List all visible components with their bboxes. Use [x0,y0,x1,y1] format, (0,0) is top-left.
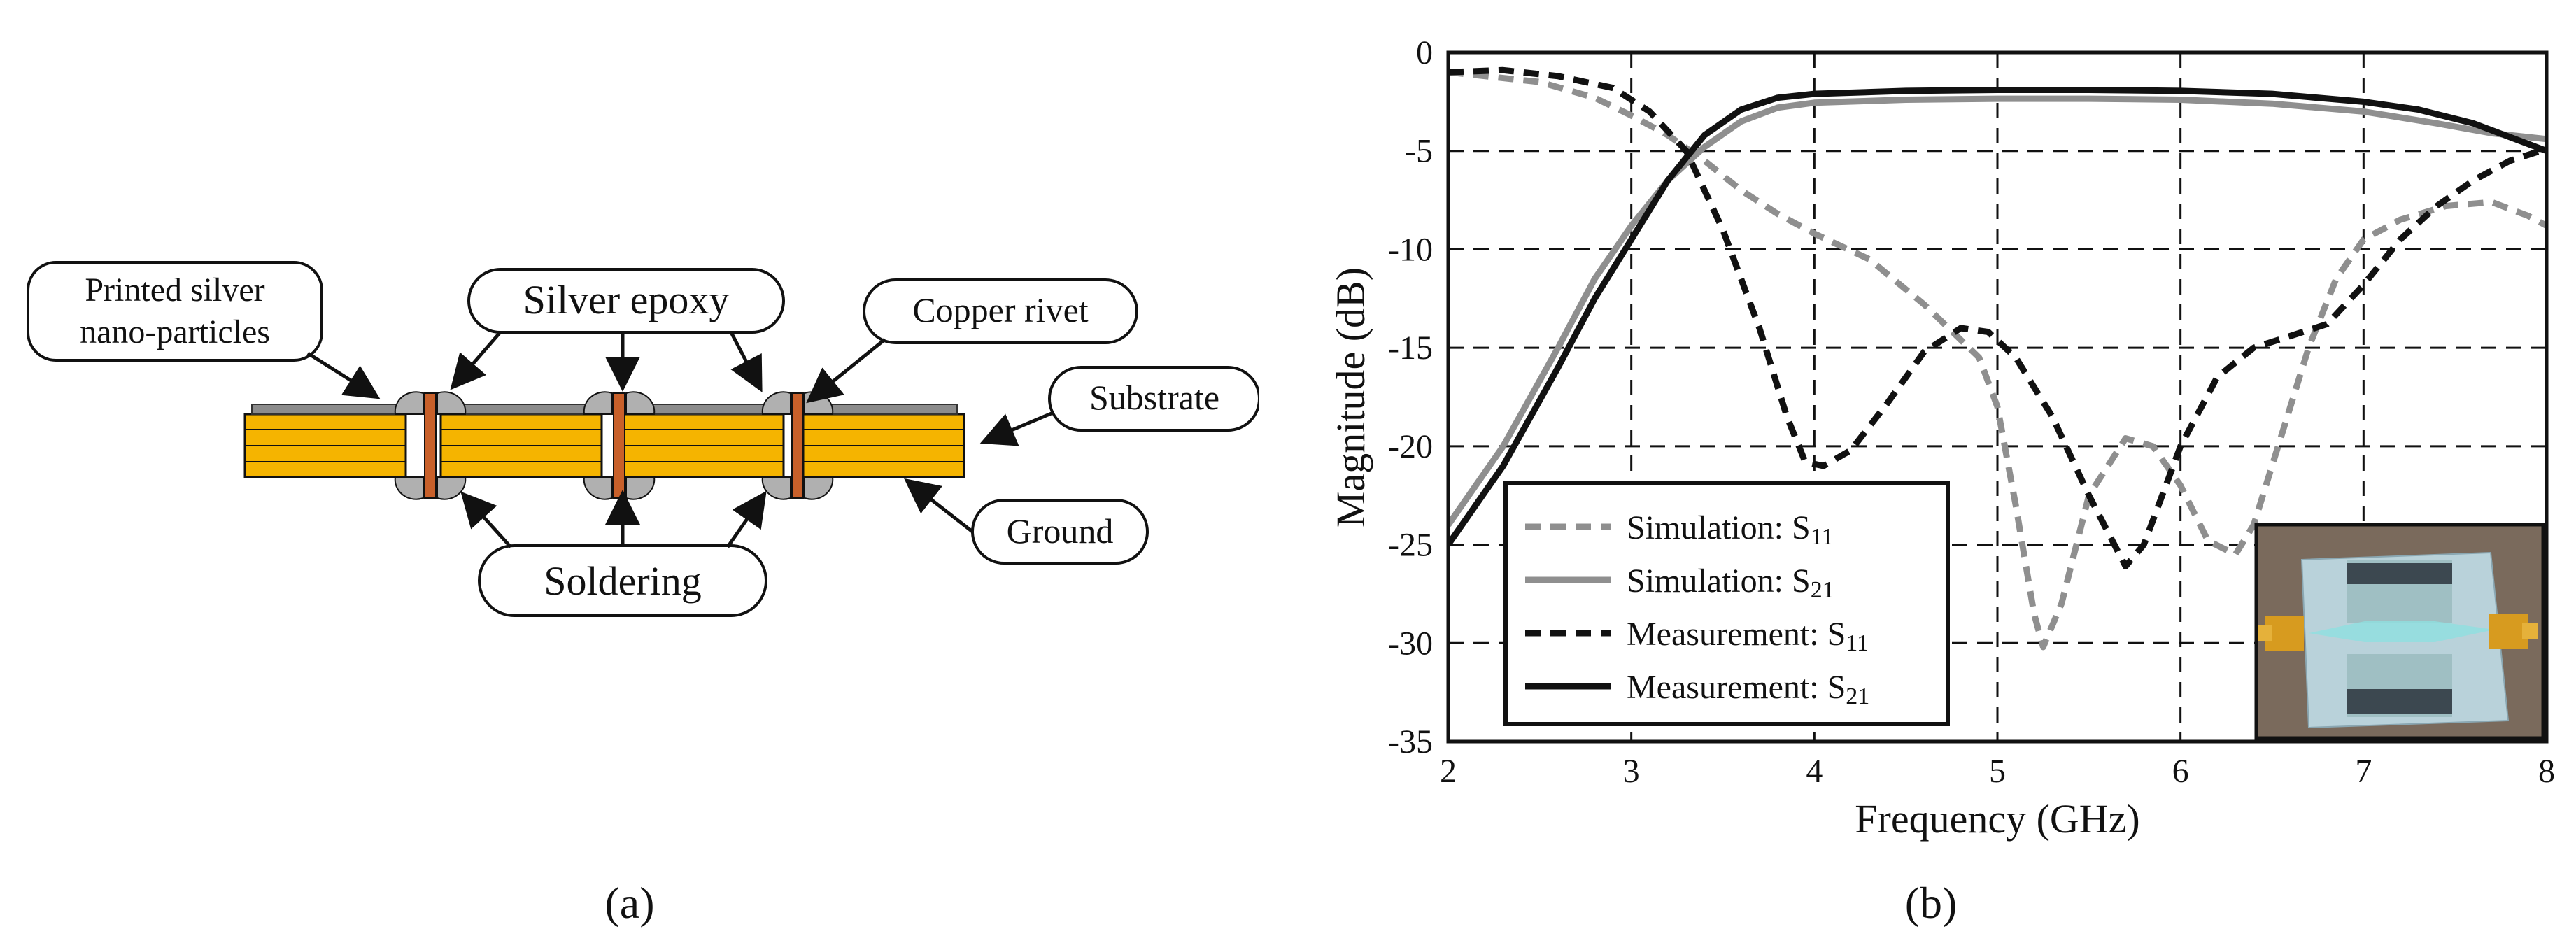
chart-legend: Simulation: S11 Simulation: S21 Measuremen… [1503,481,1950,726]
legend-entry: Simulation: S11 [1525,509,1833,550]
x-axis-label: Frequency (GHz) [1855,796,2139,842]
rivet-via [394,391,467,500]
x-tick-label: 4 [1806,753,1823,790]
y-tick-label: 0 [1416,34,1433,71]
substrate-block [439,404,603,478]
y-tick-label: -5 [1405,133,1433,170]
chart-series [1448,66,2547,651]
tick-labels: 2 3 4 5 6 7 8 0 -5 -10 -15 -20 -25 -30 -35 [1388,34,2555,790]
y-tick-label: -30 [1388,625,1433,662]
legend-entry: Measurement: S11 [1525,616,1869,656]
callout-printed-silver: Printed silver nano-particles [27,261,381,399]
substrate-block [621,404,785,478]
x-tick-label: 3 [1623,753,1640,790]
callout-copper-rivet: Copper rivet [806,278,1138,404]
legend-label: Simulation: S11 [1627,509,1833,550]
panel-b-caption: (b) [1905,878,1958,928]
y-tick-label: -15 [1388,329,1433,367]
legend-entry: Measurement: S21 [1525,669,1869,709]
substrate-block [802,404,965,478]
callout-silver-epoxy-text: Silver epoxy [523,277,730,322]
panel-a-caption: (a) [604,878,654,928]
y-axis-label: Magnitude (dB) [1328,267,1373,527]
plot-frame [1446,50,2549,744]
x-tick-label: 5 [1989,753,2006,790]
y-tick-label: -25 [1388,527,1433,564]
legend-label: Measurement: S11 [1627,616,1869,656]
y-tick-label: -10 [1388,231,1433,268]
series-line-3 [1448,66,2547,569]
series-line-1 [1448,69,2547,651]
callout-copper-rivet-text: Copper rivet [912,290,1088,329]
rivet-via [583,391,656,500]
callout-ground: Ground [904,478,1149,565]
legend-label: Simulation: S21 [1627,562,1834,603]
y-tick-label: -20 [1388,428,1433,465]
series-line-2 [1448,95,2547,527]
callout-soldering: Soldering [460,490,767,617]
x-tick-label: 7 [2355,753,2372,790]
callout-ground-text: Ground [1007,511,1114,551]
y-tick-label: -35 [1388,723,1433,760]
device-photo-inset [2254,523,2545,740]
callout-silver-epoxy: Silver epoxy [450,268,785,392]
callout-printed-silver-line1: Printed silver [85,271,264,309]
callout-substrate: Substrate [979,366,1259,446]
cross-section-diagram: Printed silver nano-particles Silver epo… [27,261,1259,928]
legend-entry: Simulation: S21 [1525,562,1834,603]
x-tick-label: 2 [1440,753,1457,790]
callout-printed-silver-line2: nano-particles [80,313,270,350]
substrate-block [243,404,407,478]
legend-label: Measurement: S21 [1627,669,1869,709]
series-line-4 [1448,87,2547,547]
callout-soldering-text: Soldering [544,558,702,604]
x-tick-label: 8 [2538,753,2555,790]
x-tick-label: 6 [2172,753,2189,790]
callout-substrate-text: Substrate [1089,378,1219,417]
